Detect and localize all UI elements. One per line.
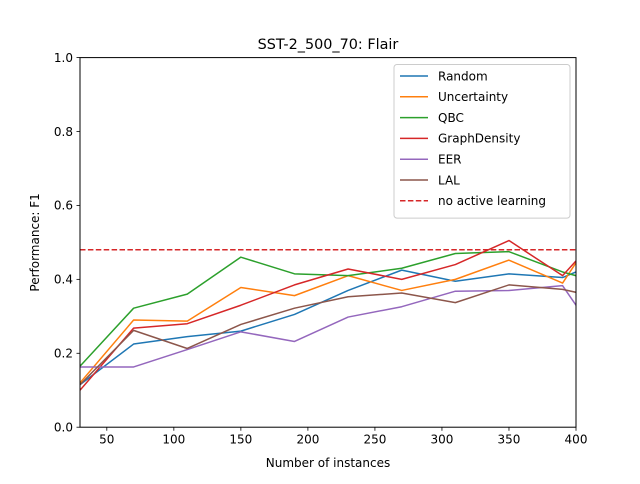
- x-tick-label: 150: [229, 433, 252, 447]
- chart-title: SST-2_500_70: Flair: [258, 37, 399, 53]
- x-tick-label: 200: [296, 433, 319, 447]
- x-tick-label: 400: [565, 433, 588, 447]
- series-line-graphdensity: [80, 239, 576, 392]
- y-tick-label: 1.0: [54, 51, 73, 65]
- series-line-eer: [80, 284, 576, 368]
- legend-label-qbc: QBC: [438, 111, 464, 125]
- series-layer: [80, 239, 576, 392]
- x-tick-label: 300: [430, 433, 453, 447]
- legend-label-lal: LAL: [438, 173, 460, 187]
- x-tick-label: 250: [363, 433, 386, 447]
- y-axis-label: Performance: F1: [28, 193, 42, 291]
- x-axis-label: Number of instances: [266, 456, 391, 470]
- x-tick-label: 50: [99, 433, 114, 447]
- legend-frame: [393, 64, 571, 219]
- x-tick-label: 350: [498, 433, 521, 447]
- legend-label-random: Random: [438, 69, 488, 83]
- x-tick-label: 100: [162, 433, 185, 447]
- legend-label-uncertainty: Uncertainty: [438, 90, 508, 104]
- legend: Random Uncertainty QBC GraphDensity EER LAL no…: [393, 64, 571, 219]
- y-tick-label: 0.4: [54, 273, 73, 287]
- y-tick-label: 0.6: [54, 199, 73, 213]
- series-line-lal: [80, 284, 576, 386]
- series-line-qbc: [80, 250, 576, 368]
- y-tick-label: 0.8: [54, 125, 73, 139]
- ticks-layer: 50 100 150 200 250 300 350 400 0.0 0.2 0.4 0.6 0.8 1.…: [54, 51, 588, 447]
- legend-label-graphdensity: GraphDensity: [438, 132, 520, 146]
- series-line-random: [80, 269, 576, 386]
- y-tick-label: 0.0: [54, 421, 73, 435]
- legend-label-no-active-learning: no active learning: [438, 194, 546, 208]
- y-tick-label: 0.2: [54, 347, 73, 361]
- legend-label-eer: EER: [438, 153, 462, 167]
- plot-frame: [79, 57, 577, 428]
